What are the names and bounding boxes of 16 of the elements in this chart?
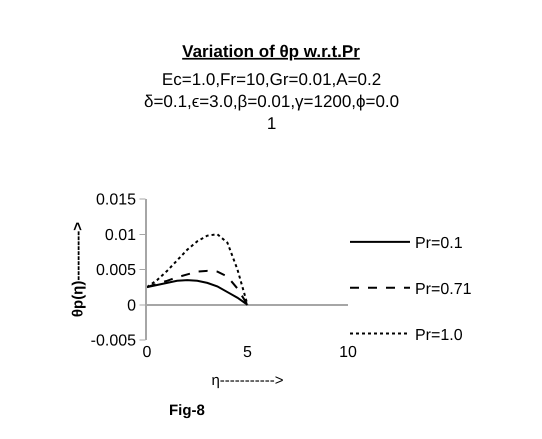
chart-subtitle: Ec=1.0,Fr=10,Gr=0.01,A=0.2 δ=0.1,ϵ=3.0,β=0.01,γ=1200,ϕ=0.0 1 xyxy=(144,70,400,134)
y-tick-label: -0.005 xyxy=(90,332,136,350)
y-tick-label: 0 xyxy=(127,297,136,314)
y-tick-label: 0.01 xyxy=(104,226,136,244)
x-tick-label: 10 xyxy=(339,344,357,361)
x-axis-title: η-----------> xyxy=(211,372,284,389)
y-tick-label: 0.015 xyxy=(96,192,136,209)
x-tick-label: 5 xyxy=(243,344,252,361)
chart-title: Variation of θp w.r.t.Pr xyxy=(182,42,360,61)
y-axis-title: θp(η)----------> xyxy=(69,222,86,318)
y-tick-label: 0.005 xyxy=(96,262,136,280)
legend-label: Pr=0.71 xyxy=(415,280,472,298)
text: Fig-8 xyxy=(169,402,205,419)
x-tick-label: 0 xyxy=(142,344,152,361)
legend-label: Pr=0.1 xyxy=(415,235,463,252)
legend-label: Pr=1.0 xyxy=(415,326,463,344)
